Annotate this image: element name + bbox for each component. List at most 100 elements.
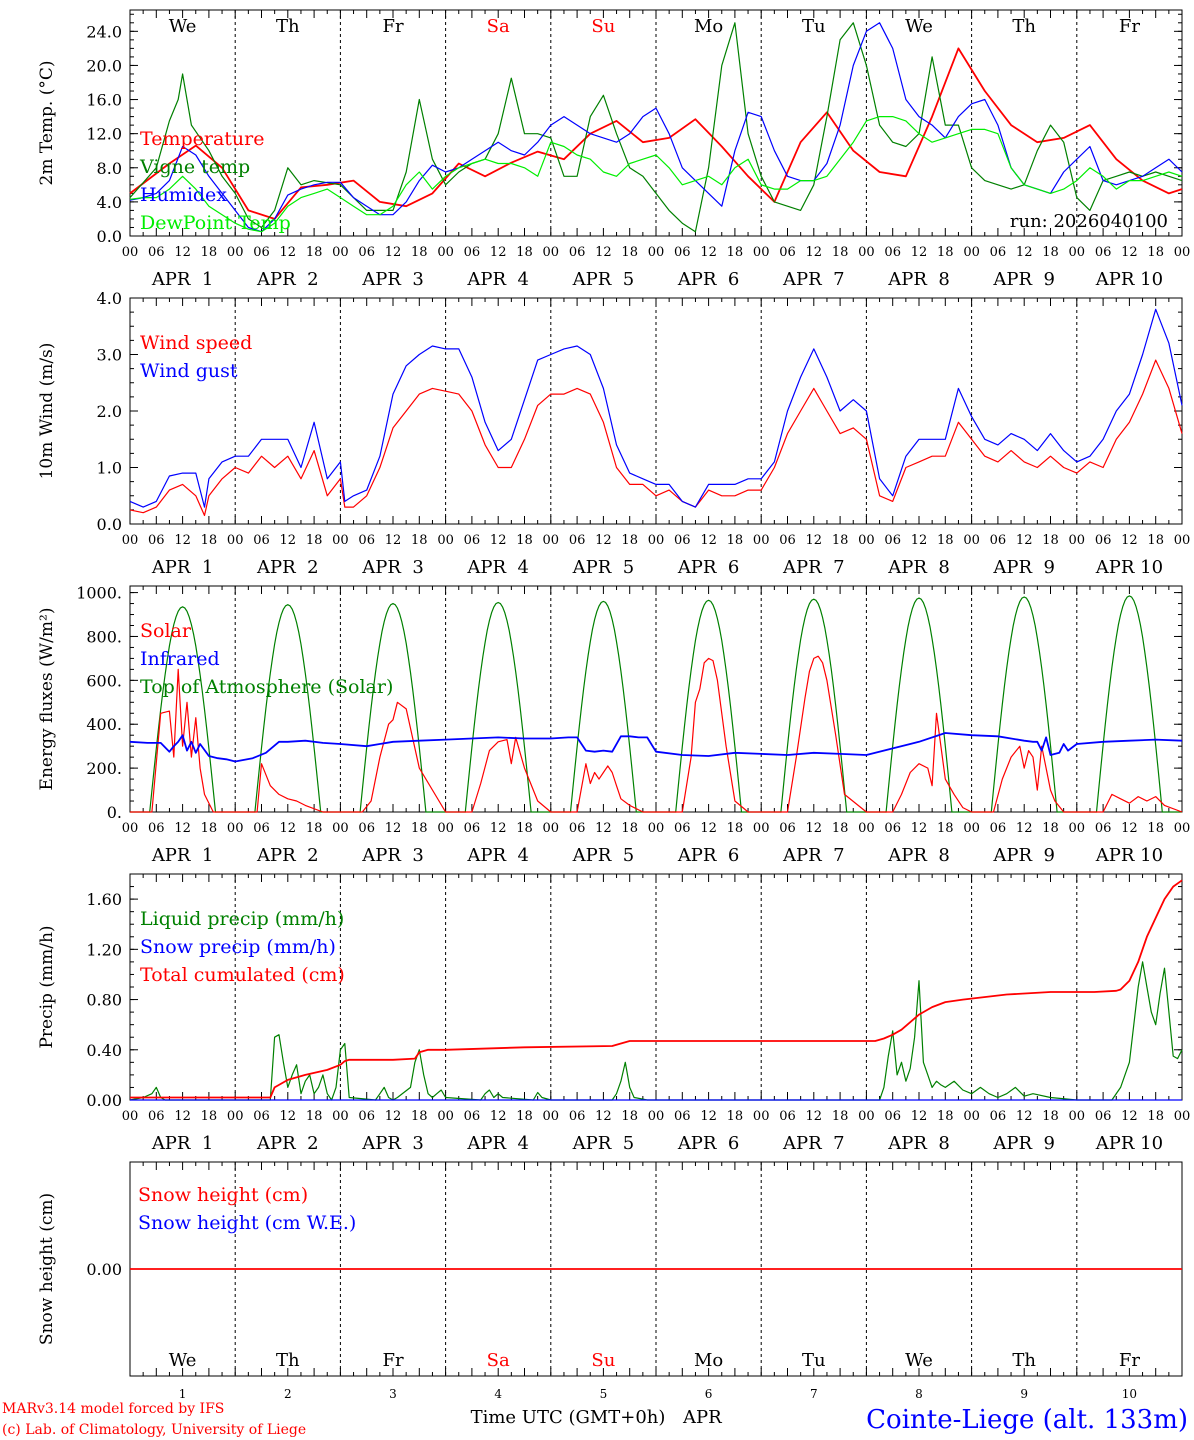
date-label: APR 9 (992, 557, 1055, 578)
hour-tick-label: 18 (832, 821, 849, 836)
hour-tick-label: 12 (595, 245, 612, 260)
hour-tick-label: 18 (306, 821, 323, 836)
hour-tick-label: 00 (648, 533, 665, 548)
hour-tick-label: 06 (884, 245, 901, 260)
day-number-label: 8 (915, 1387, 923, 1401)
hour-tick-label: 18 (411, 533, 428, 548)
hour-tick-label: 00 (648, 821, 665, 836)
hour-tick-label: 18 (1042, 533, 1059, 548)
hour-tick-label: 00 (753, 245, 770, 260)
series-solar (130, 655, 1183, 813)
hour-tick-label: 18 (411, 821, 428, 836)
date-label: APR 4 (466, 845, 529, 866)
y-axis-label: 2m Temp. (°C) (37, 60, 57, 185)
hour-tick-label: 00 (543, 1109, 560, 1124)
hour-tick-label: 00 (122, 821, 139, 836)
hour-tick-label: 12 (385, 533, 402, 548)
hour-tick-label: 06 (779, 1109, 796, 1124)
hour-tick-label: 12 (280, 245, 297, 260)
hour-tick-label: 00 (122, 1109, 139, 1124)
hour-tick-label: 18 (516, 1109, 533, 1124)
hour-tick-label: 18 (937, 821, 954, 836)
y-tick-label: 4.0 (97, 193, 122, 212)
hour-tick-label: 12 (806, 533, 823, 548)
y-tick-label: 1.0 (97, 459, 122, 478)
y-tick-label: 2.0 (97, 402, 122, 421)
y-axis-label: Snow height (cm) (37, 1193, 57, 1345)
hour-tick-label: 12 (1016, 245, 1033, 260)
hour-tick-label: 00 (437, 821, 454, 836)
date-label: APR 10 (1095, 557, 1163, 578)
hour-tick-label: 18 (306, 1109, 323, 1124)
day-number-label: 6 (705, 1387, 713, 1401)
y-tick-label: 8.0 (97, 159, 122, 178)
date-label: APR 1 (151, 557, 214, 578)
hour-tick-label: 00 (543, 245, 560, 260)
hour-tick-label: 00 (858, 1109, 875, 1124)
hour-tick-label: 06 (884, 1109, 901, 1124)
date-label: APR 2 (256, 557, 319, 578)
date-label: APR 3 (361, 1133, 424, 1154)
y-tick-label: 4.0 (97, 289, 122, 308)
weekday-label: Th (1012, 1350, 1036, 1371)
hour-tick-label: 06 (674, 245, 691, 260)
hour-tick-label: 00 (227, 533, 244, 548)
y-tick-label: 0.80 (86, 991, 122, 1010)
hour-tick-label: 18 (201, 1109, 218, 1124)
hour-tick-label: 00 (648, 1109, 665, 1124)
hour-tick-label: 18 (1042, 1109, 1059, 1124)
weekday-label: Tu (802, 16, 826, 37)
series-wind-gust (129, 308, 1183, 508)
hour-tick-label: 12 (174, 821, 191, 836)
hour-tick-label: 18 (1147, 821, 1164, 836)
date-label: APR 1 (151, 845, 214, 866)
y-axis-label: 10m Wind (m/s) (37, 343, 57, 480)
hour-tick-label: 06 (990, 1109, 1007, 1124)
hour-tick-label: 12 (911, 1109, 928, 1124)
weekday-label: Su (591, 1350, 615, 1371)
hour-tick-label: 06 (148, 533, 165, 548)
y-tick-label: 3.0 (97, 346, 122, 365)
series-dewpoint-temp (129, 115, 1183, 233)
hour-tick-label: 06 (464, 533, 481, 548)
hour-tick-label: 12 (1121, 533, 1138, 548)
hour-tick-label: 00 (122, 533, 139, 548)
hour-tick-label: 00 (437, 533, 454, 548)
legend-entry: Humidex (140, 184, 227, 206)
hour-tick-label: 00 (963, 821, 980, 836)
series-total-cumulated-cm (130, 879, 1183, 1099)
weekday-label: Fr (1119, 16, 1140, 37)
hour-tick-label: 18 (937, 1109, 954, 1124)
y-axis-label: Energy fluxes (W/m²) (37, 608, 57, 791)
hour-tick-label: 06 (884, 533, 901, 548)
day-number-label: 1 (179, 1387, 187, 1401)
hour-tick-label: 06 (148, 245, 165, 260)
panel-precip: 0.00 0.40 0.80 1.20 1.60 Precip (mm/h) 00 06 12 1… (37, 873, 1190, 1154)
y-tick-label: 12.0 (86, 125, 122, 144)
legend-entry: Snow height (cm W.E.) (138, 1212, 356, 1234)
y-tick-label: 400. (86, 715, 122, 734)
hour-tick-label: 06 (884, 821, 901, 836)
panel-temp: 0.0 4.0 8.0 12.0 16.0 20.0 24.0 2m Temp. (°C) We… (37, 9, 1190, 290)
hour-tick-label: 06 (569, 245, 586, 260)
hour-tick-label: 12 (385, 245, 402, 260)
hour-tick-label: 00 (1174, 821, 1191, 836)
hour-tick-label: 12 (700, 1109, 717, 1124)
hour-tick-label: 00 (437, 1109, 454, 1124)
weekday-label: Su (591, 16, 615, 37)
y-tick-label: 0.0 (97, 227, 122, 246)
hour-tick-label: 06 (464, 245, 481, 260)
date-label: APR 5 (572, 269, 635, 290)
month-label: APR (682, 1407, 722, 1428)
weekday-label: We (169, 1350, 197, 1371)
hour-tick-label: 06 (253, 245, 270, 260)
hour-tick-label: 00 (858, 533, 875, 548)
date-label: APR 9 (992, 269, 1055, 290)
hour-tick-label: 12 (700, 821, 717, 836)
hour-tick-label: 00 (332, 1109, 349, 1124)
legend-entry: Vigne temp (139, 156, 250, 178)
series-liquid-precip-mm-h (129, 961, 1183, 1101)
weekday-label: We (905, 16, 933, 37)
date-label: APR 5 (572, 845, 635, 866)
y-tick-label: 1.20 (86, 940, 122, 959)
